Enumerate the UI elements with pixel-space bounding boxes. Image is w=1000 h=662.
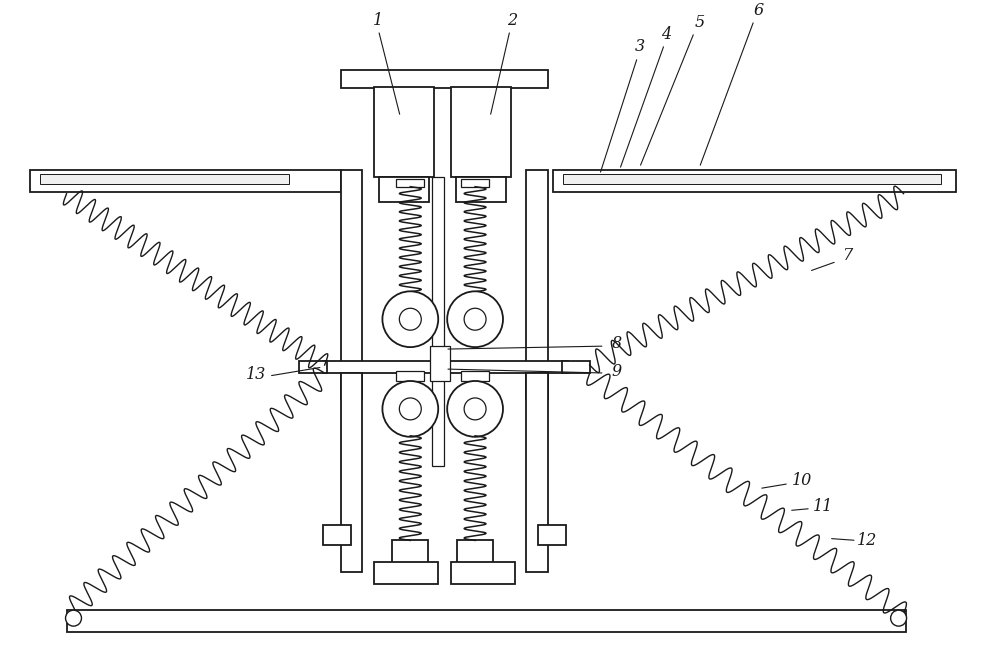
Circle shape [464,308,486,330]
Circle shape [447,291,503,347]
Bar [396,371,424,381]
Bar [461,371,489,381]
Bar [538,526,566,545]
Text: 12: 12 [857,532,877,549]
Text: 9: 9 [612,363,622,379]
Bar [374,562,438,585]
Bar [563,173,941,183]
Text: 8: 8 [612,334,622,352]
Bar [526,373,548,573]
Bar [341,373,362,573]
Bar [30,169,341,192]
Bar [451,87,511,177]
Bar [379,177,429,202]
Circle shape [399,308,421,330]
Bar [396,179,424,187]
Circle shape [464,398,486,420]
Circle shape [66,610,81,626]
Circle shape [382,291,438,347]
Text: 1: 1 [373,12,383,28]
Text: 7: 7 [842,247,852,264]
Bar [451,562,515,585]
Bar [67,610,906,632]
Bar [341,70,548,88]
Bar [396,297,424,308]
Bar [456,177,506,202]
Bar [392,540,428,571]
Bar [461,179,489,187]
Text: 13: 13 [246,365,266,383]
Text: 4: 4 [661,26,671,43]
Bar [461,297,489,308]
Circle shape [447,381,503,437]
Bar [432,177,444,465]
Bar [562,361,590,373]
Bar [40,173,289,183]
Text: 11: 11 [813,498,833,515]
Text: 3: 3 [634,38,645,55]
Bar [374,87,434,177]
Text: 2: 2 [507,12,517,28]
Bar [553,169,956,192]
Text: 10: 10 [792,472,812,489]
Bar [457,540,493,571]
Bar [341,169,362,399]
Bar [323,361,568,373]
Bar [299,361,327,373]
Bar [526,169,548,399]
Circle shape [382,381,438,437]
Bar [430,346,450,381]
Circle shape [399,398,421,420]
Text: 6: 6 [754,2,764,19]
Bar [323,526,351,545]
Text: 5: 5 [694,14,704,30]
Circle shape [891,610,907,626]
